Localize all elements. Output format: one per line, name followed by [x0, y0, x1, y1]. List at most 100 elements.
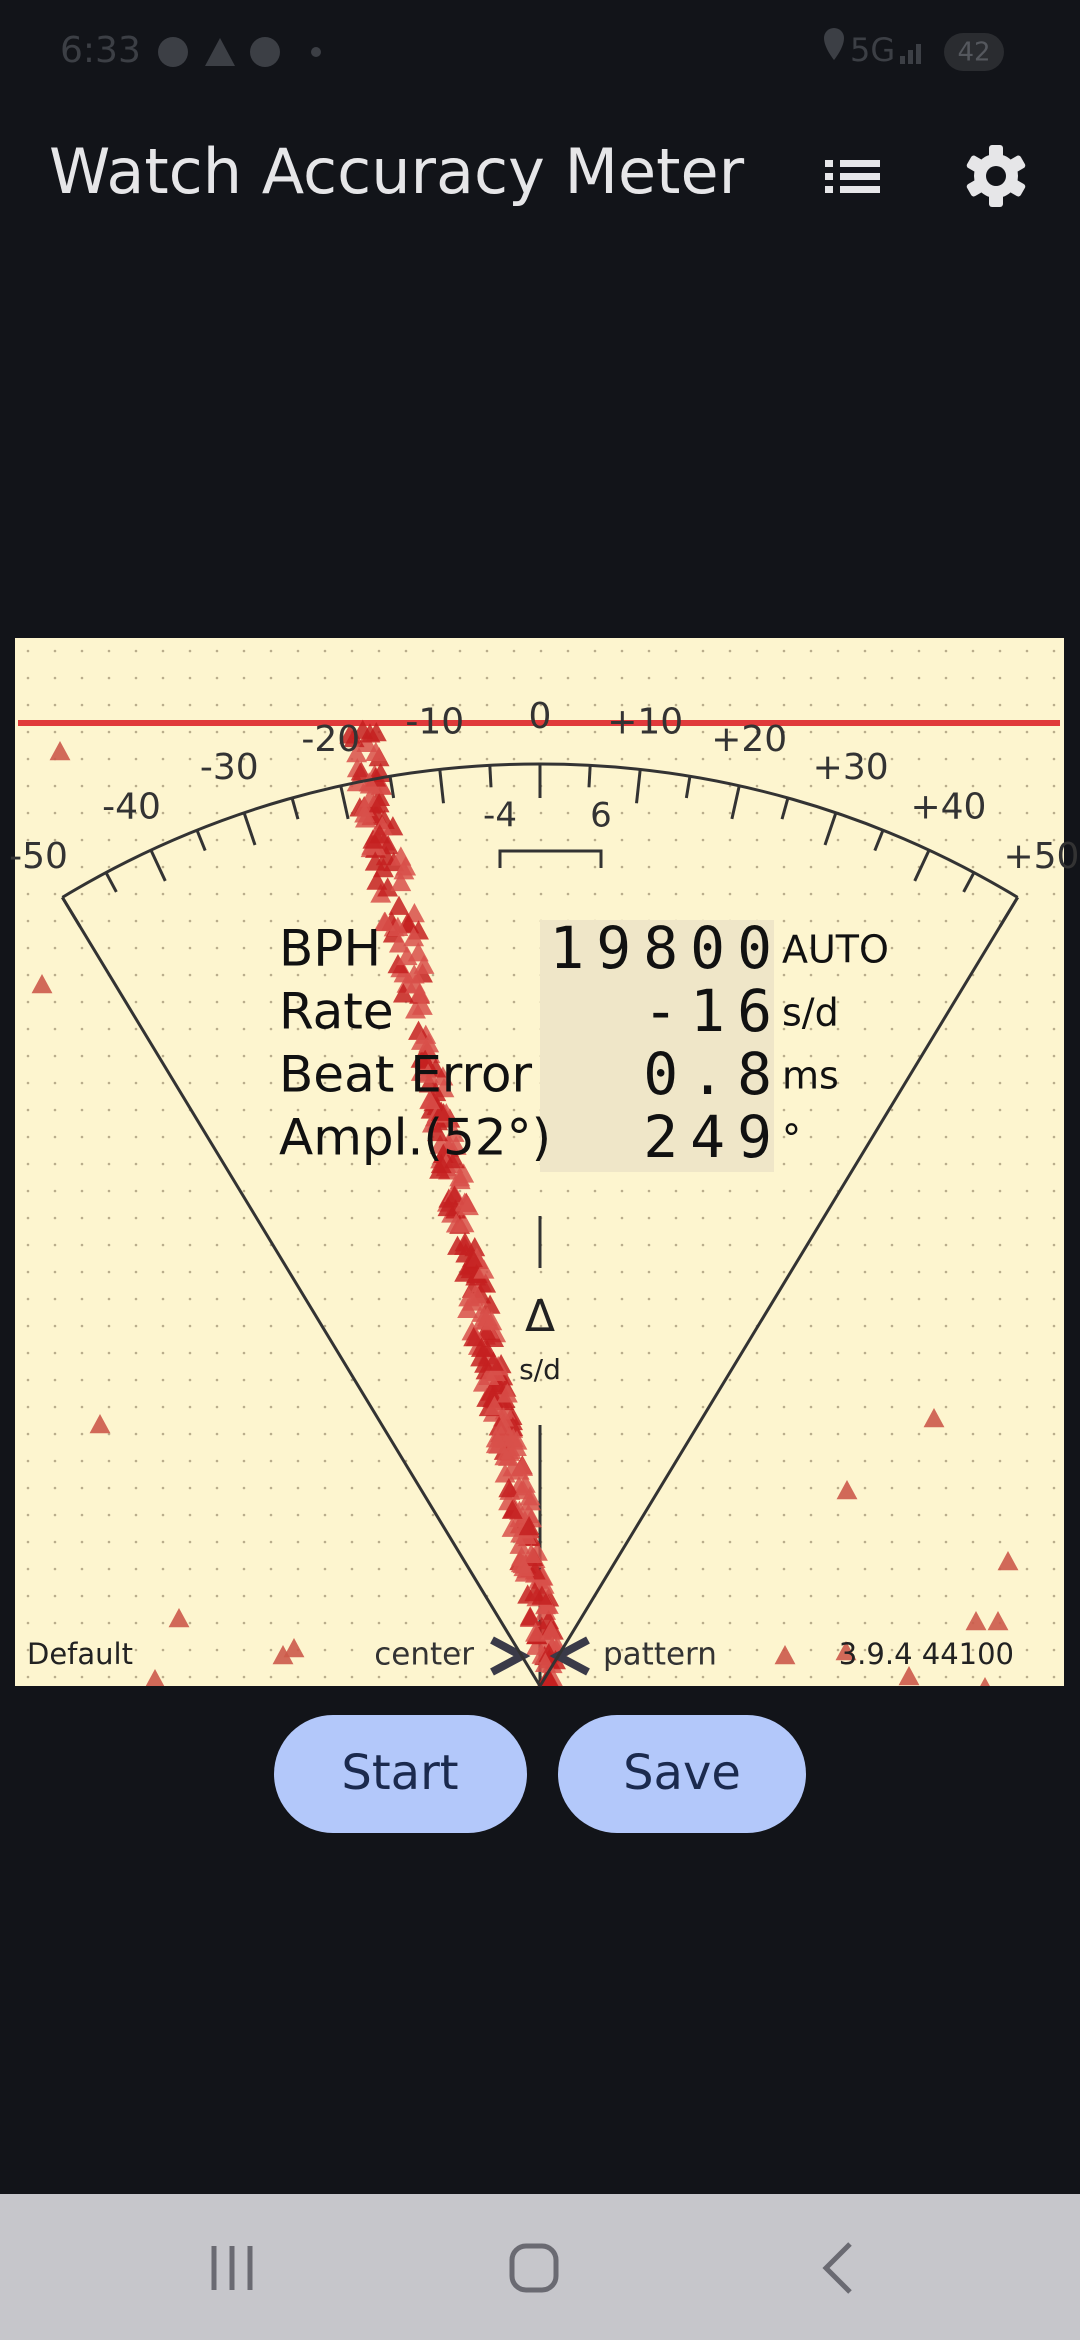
scale-tick	[730, 785, 741, 820]
scale-tick	[684, 776, 692, 799]
scale-tick	[290, 797, 300, 820]
save-button[interactable]	[558, 1715, 806, 1833]
trace-mark	[531, 1585, 553, 1605]
status-dot	[311, 47, 321, 57]
scale-tick	[823, 812, 838, 846]
trace-mark	[403, 927, 425, 947]
fan-line	[538, 896, 1019, 1687]
trace-mark	[387, 916, 409, 936]
trace-mark	[410, 1030, 432, 1050]
readout-label: Ampl.(52°)	[279, 1109, 551, 1167]
signal-bar	[908, 50, 913, 64]
list-button[interactable]	[825, 160, 880, 193]
scale-tick	[104, 871, 118, 893]
start-button[interactable]	[274, 1715, 527, 1833]
trace-mark	[369, 824, 391, 844]
trace-mark	[836, 1480, 858, 1500]
trace-mark	[358, 772, 380, 792]
trace-mark	[482, 1351, 504, 1371]
trace-mark	[525, 1622, 546, 1642]
trace-mark	[492, 1414, 514, 1434]
trace-mark	[354, 803, 376, 823]
readout-value: 0.8	[643, 1040, 784, 1108]
trace-mark	[346, 742, 368, 763]
trace-mark	[49, 741, 71, 761]
trace-mark	[774, 1645, 796, 1665]
trace-mark	[454, 1232, 476, 1252]
trace-mark	[437, 1196, 459, 1217]
trace-mark	[520, 1543, 542, 1564]
trace-mark	[444, 1148, 465, 1169]
settings-button[interactable]	[966, 145, 1027, 207]
scale-tick	[438, 769, 445, 804]
status-icon	[205, 38, 235, 66]
meter: -50 -40 -30 -20 -10 0 +10 +20 +30 +40 +50 -4 6 BPH 198…	[9, 638, 1079, 1687]
back-button[interactable]	[822, 2242, 852, 2294]
trace-mark	[392, 983, 414, 1003]
mode-label: center	[374, 1637, 474, 1673]
status-icon	[158, 37, 188, 67]
nav-bar	[0, 2194, 1080, 2340]
status-network: 5G	[850, 31, 895, 69]
trace-mark	[414, 1049, 436, 1069]
readout-unit: ms	[782, 1054, 839, 1098]
save-label[interactable]: Save	[623, 1745, 741, 1801]
scale-tick	[388, 776, 396, 799]
scale-label: -10	[405, 702, 464, 743]
scale-label: +40	[910, 786, 986, 827]
trace-mark	[404, 974, 426, 994]
battery	[944, 33, 1004, 71]
scale-label: 0	[529, 696, 552, 737]
mode-label: pattern	[603, 1637, 717, 1673]
fine-bracket	[498, 849, 603, 868]
home-button[interactable]	[509, 2243, 559, 2293]
scale-tick	[780, 797, 790, 820]
scale-label: -30	[200, 747, 259, 788]
location-icon	[824, 28, 844, 60]
scale-label: +50	[1003, 836, 1079, 877]
trace-mark	[89, 1414, 111, 1434]
trace-mark	[350, 761, 372, 781]
readout-value: 19800	[549, 914, 784, 982]
readout-label: Beat Error	[279, 1046, 533, 1104]
trace-mark	[364, 851, 386, 871]
readout-value: -16	[643, 977, 784, 1045]
trace-mark	[31, 974, 53, 994]
trace-mark	[145, 1669, 165, 1686]
readout-value: 249	[643, 1103, 784, 1171]
trace-mark	[509, 1534, 531, 1554]
trace-mark	[403, 964, 425, 984]
trace-mark	[457, 1195, 479, 1216]
trace-mark	[461, 1291, 483, 1311]
trace-mark	[443, 1122, 465, 1142]
status-icon	[250, 37, 280, 67]
signal-bar	[900, 56, 905, 64]
fine-label: -4	[483, 796, 517, 836]
scale-label: +30	[813, 747, 889, 788]
signal-bar	[916, 44, 921, 64]
scale-tick	[587, 765, 592, 788]
delta-unit: s/d	[519, 1353, 561, 1386]
trace-mark	[502, 1457, 524, 1477]
trace-mark	[923, 1408, 945, 1428]
trace-mark	[430, 1101, 452, 1121]
trace-mark	[512, 1480, 534, 1500]
trace-mark	[987, 1611, 1009, 1631]
trace-mark	[481, 1310, 503, 1331]
scale-tick	[488, 765, 493, 788]
readout-label: Rate	[279, 983, 394, 1041]
scale-tick	[61, 896, 82, 928]
start-label[interactable]: Start	[341, 1745, 458, 1801]
trace-mark	[505, 1436, 527, 1456]
trace-mark	[519, 1606, 541, 1626]
trace-mark	[168, 1608, 190, 1628]
readout-unit: s/d	[782, 991, 839, 1035]
trace-mark	[396, 945, 418, 966]
scale-tick	[635, 769, 642, 804]
version-label: 3.9.4 44100	[839, 1637, 1014, 1671]
trace-mark	[538, 1609, 560, 1630]
scale-tick	[339, 785, 350, 820]
recents-button[interactable]	[211, 2246, 253, 2290]
scale-tick	[962, 871, 976, 893]
